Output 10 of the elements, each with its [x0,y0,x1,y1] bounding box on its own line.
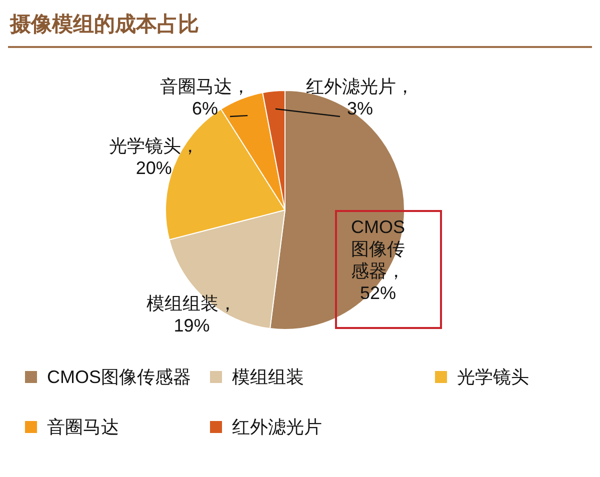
chart-title: 摄像模组的成本占比 [10,10,199,38]
legend-label: 红外滤光片 [232,416,322,439]
legend-label: 光学镜头 [457,366,529,389]
data-label: 模组组装， 19% [146,294,237,336]
data-label: 音圈马达， 6% [160,76,250,118]
data-label: 红外滤光片， 3% [306,76,414,118]
legend-label: 音圈马达 [47,416,119,439]
legend-label: CMOS图像传感器 [47,366,191,389]
legend-label: 模组组装 [232,366,304,389]
data-label: 光学镜头， 20% [108,136,199,178]
